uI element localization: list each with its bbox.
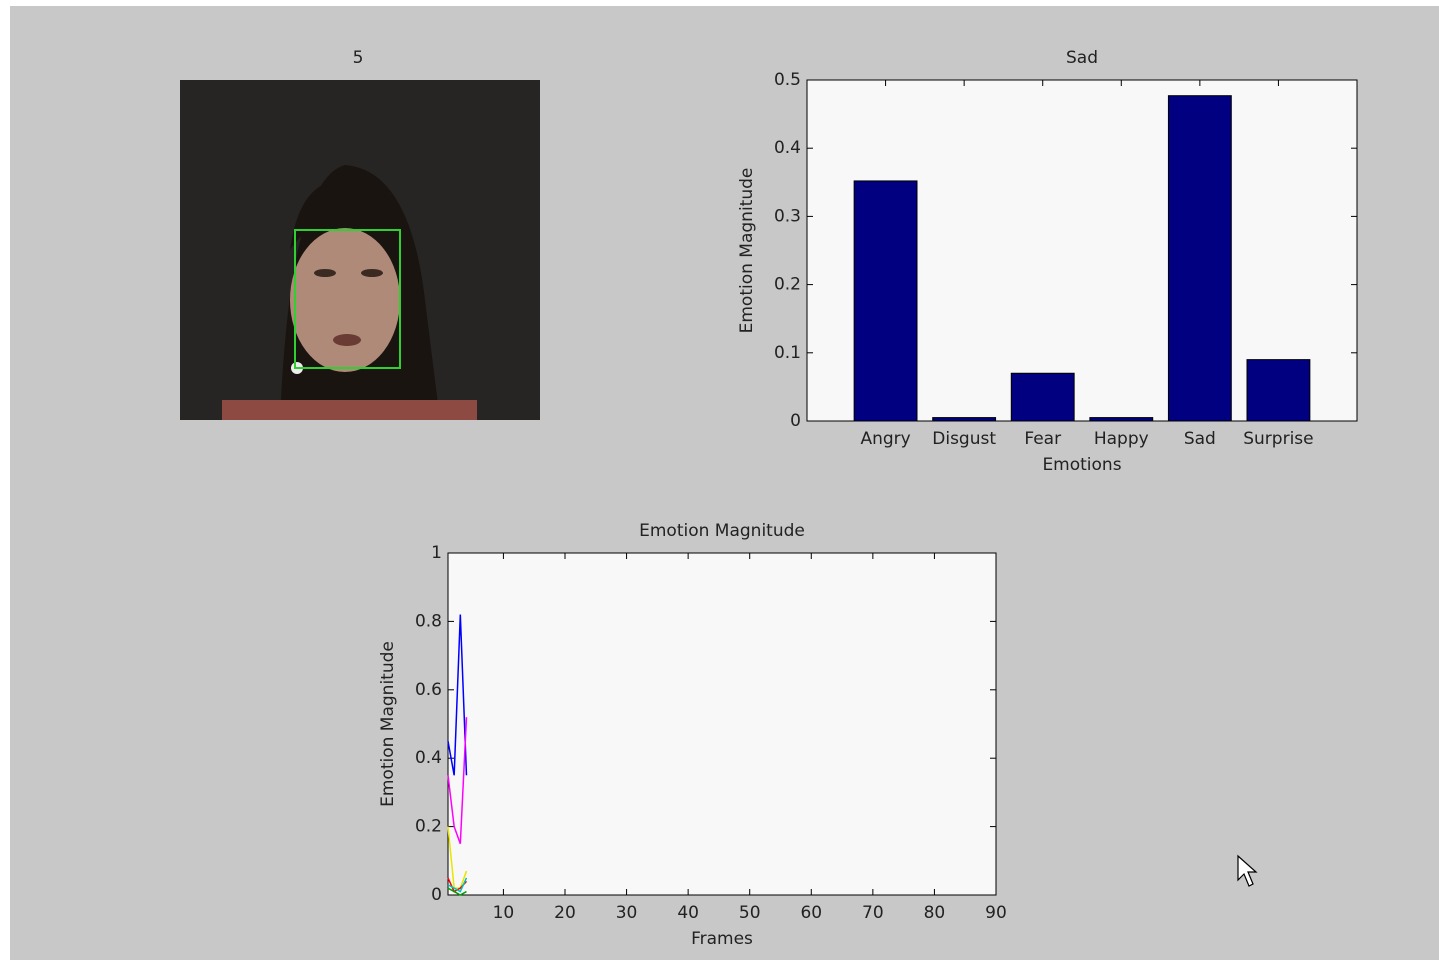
series-line xyxy=(447,717,468,844)
series-line xyxy=(447,826,468,889)
y-tick-label: 0.5 xyxy=(774,70,801,90)
x-tick-label: 60 xyxy=(800,903,822,923)
plot-area xyxy=(447,552,997,896)
x-tick-label: 50 xyxy=(739,903,761,923)
series-line xyxy=(447,887,467,896)
y-tick-label: 0.4 xyxy=(415,748,442,768)
x-tick-label: 90 xyxy=(985,903,1007,923)
y-tick-label: 1 xyxy=(431,543,442,563)
bar xyxy=(1089,417,1154,422)
mouse-cursor xyxy=(1237,854,1258,887)
bar xyxy=(853,180,918,422)
x-tick-label: Surprise xyxy=(1243,429,1313,449)
bar xyxy=(1246,359,1311,422)
x-tick-label: Sad xyxy=(1184,429,1216,449)
x-axis-label: Frames xyxy=(691,929,753,949)
y-tick-label: 0.1 xyxy=(774,343,801,363)
bar xyxy=(1167,95,1232,422)
bar xyxy=(1010,372,1075,422)
x-axis-label: Emotions xyxy=(1042,455,1121,475)
x-tick-label: 20 xyxy=(554,903,576,923)
y-tick-label: 0.4 xyxy=(774,138,801,158)
x-tick-label: 70 xyxy=(862,903,884,923)
y-axis-label: Emotion Magnitude xyxy=(378,641,398,807)
y-tick-label: 0 xyxy=(790,411,801,431)
series-line xyxy=(447,614,468,776)
y-tick-label: 0.2 xyxy=(415,817,442,837)
x-tick-label: 30 xyxy=(616,903,638,923)
series-line xyxy=(447,877,468,893)
x-tick-label: 10 xyxy=(493,903,515,923)
chart-title: Sad xyxy=(1066,48,1098,68)
x-tick-label: Happy xyxy=(1094,429,1149,449)
chart-title: Emotion Magnitude xyxy=(639,521,805,541)
y-tick-label: 0.2 xyxy=(774,275,801,295)
x-tick-label: Fear xyxy=(1024,429,1061,449)
frame-title: 5 xyxy=(353,48,364,68)
x-tick-label: 80 xyxy=(924,903,946,923)
y-tick-label: 0.8 xyxy=(415,611,442,631)
y-tick-label: 0.6 xyxy=(415,680,442,700)
y-tick-label: 0 xyxy=(431,885,442,905)
y-axis-label: Emotion Magnitude xyxy=(737,168,757,334)
x-tick-label: Disgust xyxy=(932,429,996,449)
y-tick-label: 0.3 xyxy=(774,206,801,226)
video-frame xyxy=(180,80,540,420)
x-tick-label: 40 xyxy=(677,903,699,923)
bar xyxy=(932,417,997,422)
x-tick-label: Angry xyxy=(860,429,910,449)
